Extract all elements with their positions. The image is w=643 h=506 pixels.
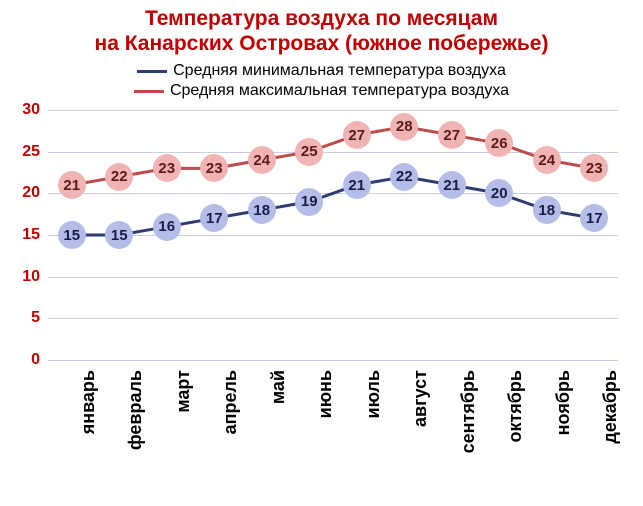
legend-label-max: Средняя максимальная температура воздуха [170, 82, 509, 100]
data-point-max: 23 [580, 154, 608, 182]
data-point-min: 20 [485, 179, 513, 207]
legend: Средняя минимальная температура воздуха … [62, 62, 582, 102]
data-point-min: 22 [390, 163, 418, 191]
data-point-min: 15 [58, 221, 86, 249]
chart-lines [48, 110, 618, 360]
legend-item-max: Средняя максимальная температура воздуха [62, 82, 582, 100]
temperature-chart: Температура воздуха по месяцам на Канарс… [0, 0, 643, 506]
plot-area: 051015202530январьфевральмартапрельмайию… [48, 110, 618, 360]
series-line-max [72, 127, 595, 185]
series-line-min [72, 177, 595, 235]
y-axis-label: 15 [10, 226, 40, 244]
y-axis-label: 5 [10, 309, 40, 327]
y-axis-label: 0 [10, 351, 40, 369]
data-point-max: 28 [390, 113, 418, 141]
data-point-min: 21 [343, 171, 371, 199]
data-point-max: 24 [533, 146, 561, 174]
data-point-max: 21 [58, 171, 86, 199]
grid-line [48, 360, 618, 361]
data-point-min: 18 [248, 196, 276, 224]
data-point-min: 18 [533, 196, 561, 224]
data-point-max: 27 [343, 121, 371, 149]
data-point-max: 22 [105, 163, 133, 191]
data-point-max: 25 [295, 138, 323, 166]
data-point-min: 17 [200, 204, 228, 232]
title-line-2: на Канарских Островах (южное побережье) [95, 32, 549, 55]
legend-swatch-max [134, 90, 164, 93]
data-point-max: 24 [248, 146, 276, 174]
data-point-min: 21 [438, 171, 466, 199]
data-point-max: 23 [200, 154, 228, 182]
y-axis-label: 25 [10, 143, 40, 161]
y-axis-label: 10 [10, 268, 40, 286]
data-point-min: 16 [153, 213, 181, 241]
data-point-min: 19 [295, 188, 323, 216]
data-point-max: 27 [438, 121, 466, 149]
legend-swatch-min [137, 70, 167, 73]
y-axis-label: 20 [10, 184, 40, 202]
chart-title: Температура воздуха по месяцам на Канарс… [22, 6, 622, 56]
title-line-1: Температура воздуха по месяцам [145, 7, 498, 30]
legend-label-min: Средняя минимальная температура воздуха [173, 62, 506, 80]
data-point-min: 15 [105, 221, 133, 249]
legend-item-min: Средняя минимальная температура воздуха [62, 62, 582, 80]
y-axis-label: 30 [10, 101, 40, 119]
data-point-min: 17 [580, 204, 608, 232]
data-point-max: 23 [153, 154, 181, 182]
data-point-max: 26 [485, 129, 513, 157]
